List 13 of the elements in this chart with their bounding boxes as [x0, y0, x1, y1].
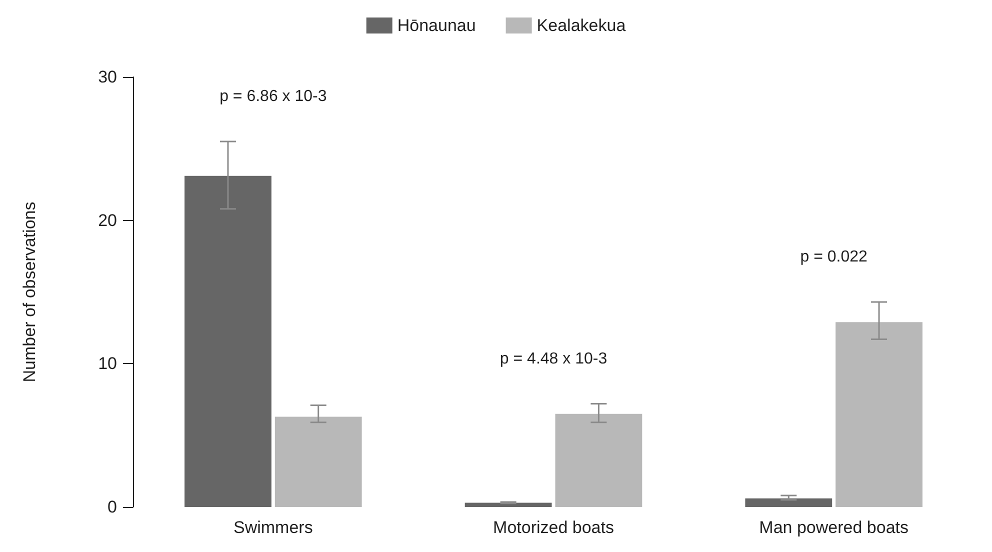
legend-label: Hōnaunau: [397, 16, 476, 35]
y-tick-label: 10: [98, 354, 117, 374]
x-tick-label: Swimmers: [233, 518, 313, 537]
annotation: p = 6.86 x 10-3: [220, 88, 327, 105]
x-tick-label: Motorized boats: [493, 518, 614, 537]
y-axis-title: Number of observations: [20, 202, 39, 382]
x-tick-label: Man powered boats: [759, 518, 908, 537]
annotation: p = 4.48 x 10-3: [500, 350, 608, 368]
legend-label: Kealakekua: [536, 16, 626, 35]
y-tick-label: 0: [108, 498, 117, 516]
y-tick-label: 20: [98, 210, 117, 230]
y-tick-label: 30: [98, 68, 117, 86]
annotation: p = 0.022: [800, 248, 868, 266]
